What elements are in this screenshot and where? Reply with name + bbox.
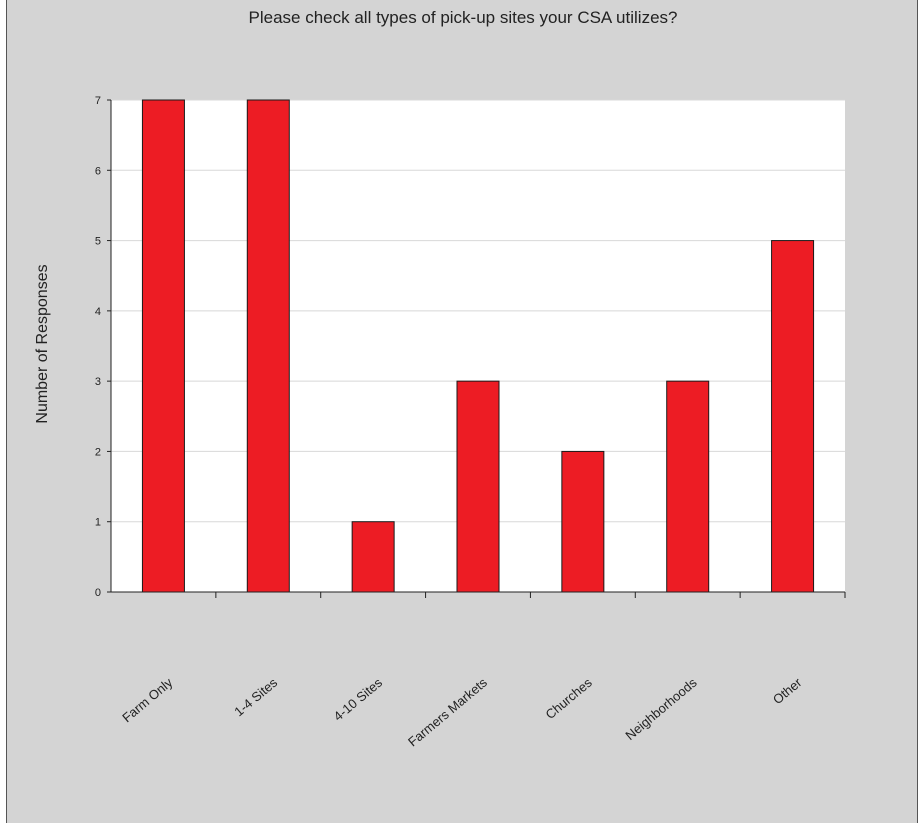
y-tick-label: 4 xyxy=(95,306,101,318)
chart-frame: Please check all types of pick-up sites … xyxy=(6,0,918,823)
x-tick-label: Farm Only xyxy=(119,674,176,725)
y-tick-label: 5 xyxy=(95,236,101,248)
bar xyxy=(141,99,185,593)
y-axis-label: Number of Responses xyxy=(34,264,51,423)
bars xyxy=(141,99,815,593)
bar xyxy=(351,521,395,593)
bar xyxy=(561,450,605,593)
y-tick-label: 2 xyxy=(95,446,101,458)
y-tick-label: 1 xyxy=(95,517,101,529)
chart-title: Please check all types of pick-up sites … xyxy=(248,8,678,27)
bar-chart: 0 1 2 3 4 5 6 7 Farm Only 1-4 Sites 4-10 Sites Farm… xyxy=(34,95,846,749)
x-tick-label: Neighborhoods xyxy=(622,674,700,742)
bar xyxy=(456,380,500,593)
bar xyxy=(666,380,710,593)
x-tick-label: 4-10 Sites xyxy=(331,674,386,723)
y-tick-label: 3 xyxy=(95,376,101,388)
bar xyxy=(246,99,290,593)
y-tick-label: 6 xyxy=(95,165,101,177)
y-tick-label: 7 xyxy=(95,95,101,107)
x-tick-label: Churches xyxy=(543,674,596,722)
x-tick-label: Farmers Markets xyxy=(405,674,490,749)
y-tick-label: 0 xyxy=(95,587,101,599)
x-tick-label: 1-4 Sites xyxy=(231,674,280,719)
x-tick-label: Other xyxy=(770,674,805,707)
bar xyxy=(771,240,815,593)
